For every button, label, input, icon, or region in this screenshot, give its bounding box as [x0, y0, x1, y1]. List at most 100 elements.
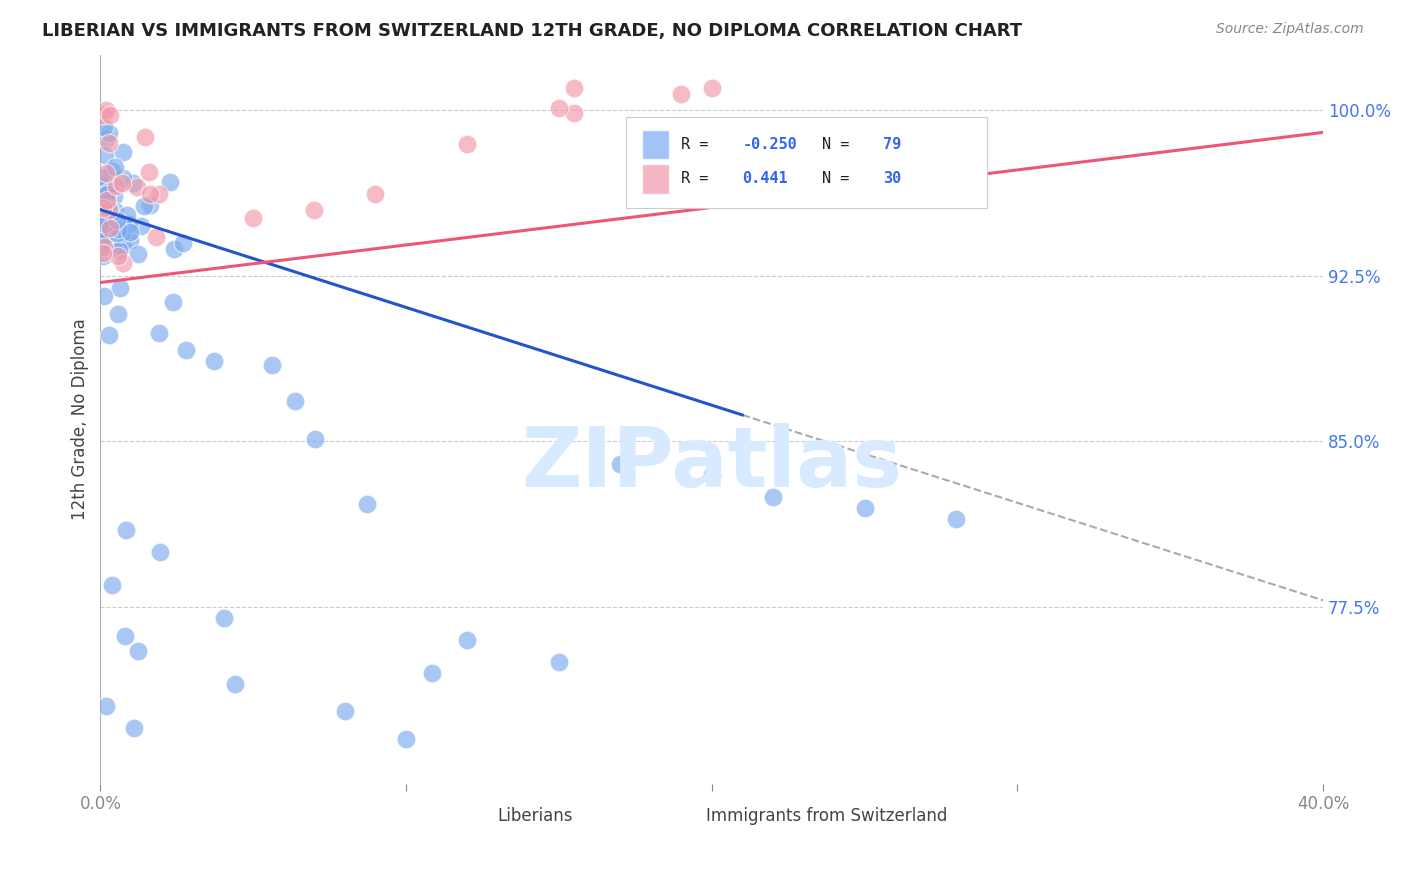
Point — [97, 126, 120, 140]
Point — [224, 677, 246, 691]
Point — [93, 211, 115, 226]
Point — [100, 163, 122, 178]
Point — [111, 177, 134, 191]
Point — [456, 137, 478, 152]
Point — [96, 194, 118, 208]
Point — [212, 611, 235, 625]
Point — [364, 186, 387, 201]
Point — [162, 294, 184, 309]
Point — [105, 213, 128, 227]
Point — [115, 208, 138, 222]
Point — [93, 169, 115, 184]
Point — [93, 249, 115, 263]
Point — [98, 201, 121, 215]
Point — [304, 202, 326, 217]
Point — [420, 666, 443, 681]
Point — [94, 193, 117, 207]
Point — [101, 236, 124, 251]
Point — [132, 199, 155, 213]
Point — [127, 247, 149, 261]
Point — [145, 230, 167, 244]
Bar — [643, 164, 669, 194]
Point — [562, 105, 585, 120]
Point — [112, 145, 135, 159]
Point — [174, 343, 197, 357]
Point — [700, 467, 723, 482]
Point — [122, 722, 145, 736]
Point — [107, 222, 129, 236]
Point — [121, 177, 143, 191]
Bar — [669, 805, 696, 827]
Point — [117, 218, 139, 232]
Point — [93, 288, 115, 302]
Point — [93, 202, 115, 216]
Point — [93, 108, 115, 122]
Text: R =: R = — [681, 137, 717, 153]
FancyBboxPatch shape — [626, 117, 987, 208]
Point — [103, 160, 125, 174]
Point — [96, 699, 118, 714]
Text: Liberians: Liberians — [498, 807, 574, 825]
Point — [138, 186, 160, 201]
Point — [98, 227, 121, 241]
Point — [112, 219, 135, 233]
Text: 30: 30 — [883, 171, 901, 186]
Text: 0.441: 0.441 — [742, 171, 787, 186]
Point — [97, 328, 120, 343]
Point — [356, 497, 378, 511]
Point — [700, 81, 723, 95]
Point — [129, 219, 152, 234]
Point — [104, 203, 127, 218]
Point — [93, 240, 115, 254]
Point — [94, 221, 117, 235]
Point — [93, 120, 115, 134]
Point — [105, 178, 128, 193]
Point — [125, 179, 148, 194]
Text: Immigrants from Switzerland: Immigrants from Switzerland — [706, 807, 948, 825]
Point — [98, 108, 121, 122]
Point — [107, 249, 129, 263]
Point — [304, 432, 326, 446]
Point — [138, 197, 160, 211]
Point — [149, 545, 172, 559]
Point — [609, 457, 631, 471]
Point — [148, 187, 170, 202]
Text: N =: N = — [821, 171, 858, 186]
Point — [98, 202, 121, 217]
Point — [120, 226, 142, 240]
Text: Source: ZipAtlas.com: Source: ZipAtlas.com — [1216, 22, 1364, 37]
Point — [94, 148, 117, 162]
Point — [111, 226, 134, 240]
Point — [134, 129, 156, 144]
Point — [548, 101, 571, 115]
Point — [98, 136, 121, 151]
Point — [762, 490, 785, 504]
Point — [93, 214, 115, 228]
Text: LIBERIAN VS IMMIGRANTS FROM SWITZERLAND 12TH GRADE, NO DIPLOMA CORRELATION CHART: LIBERIAN VS IMMIGRANTS FROM SWITZERLAND … — [42, 22, 1022, 40]
Point — [148, 326, 170, 341]
Point — [93, 245, 115, 260]
Point — [669, 87, 692, 102]
Bar — [643, 130, 669, 160]
Point — [94, 201, 117, 215]
Point — [456, 633, 478, 648]
Text: ZIPatlas: ZIPatlas — [522, 423, 903, 504]
Point — [548, 655, 571, 669]
Text: 79: 79 — [883, 137, 901, 153]
Point — [945, 511, 967, 525]
Point — [96, 132, 118, 146]
Text: -0.250: -0.250 — [742, 137, 797, 153]
Point — [120, 233, 142, 247]
Y-axis label: 12th Grade, No Diploma: 12th Grade, No Diploma — [72, 318, 89, 520]
Point — [94, 218, 117, 232]
Point — [96, 166, 118, 180]
Point — [242, 211, 264, 225]
Point — [562, 81, 585, 95]
Point — [98, 221, 121, 235]
Point — [107, 307, 129, 321]
Point — [159, 176, 181, 190]
Point — [93, 178, 115, 192]
Point — [96, 186, 118, 201]
Point — [111, 239, 134, 253]
Point — [284, 394, 307, 409]
